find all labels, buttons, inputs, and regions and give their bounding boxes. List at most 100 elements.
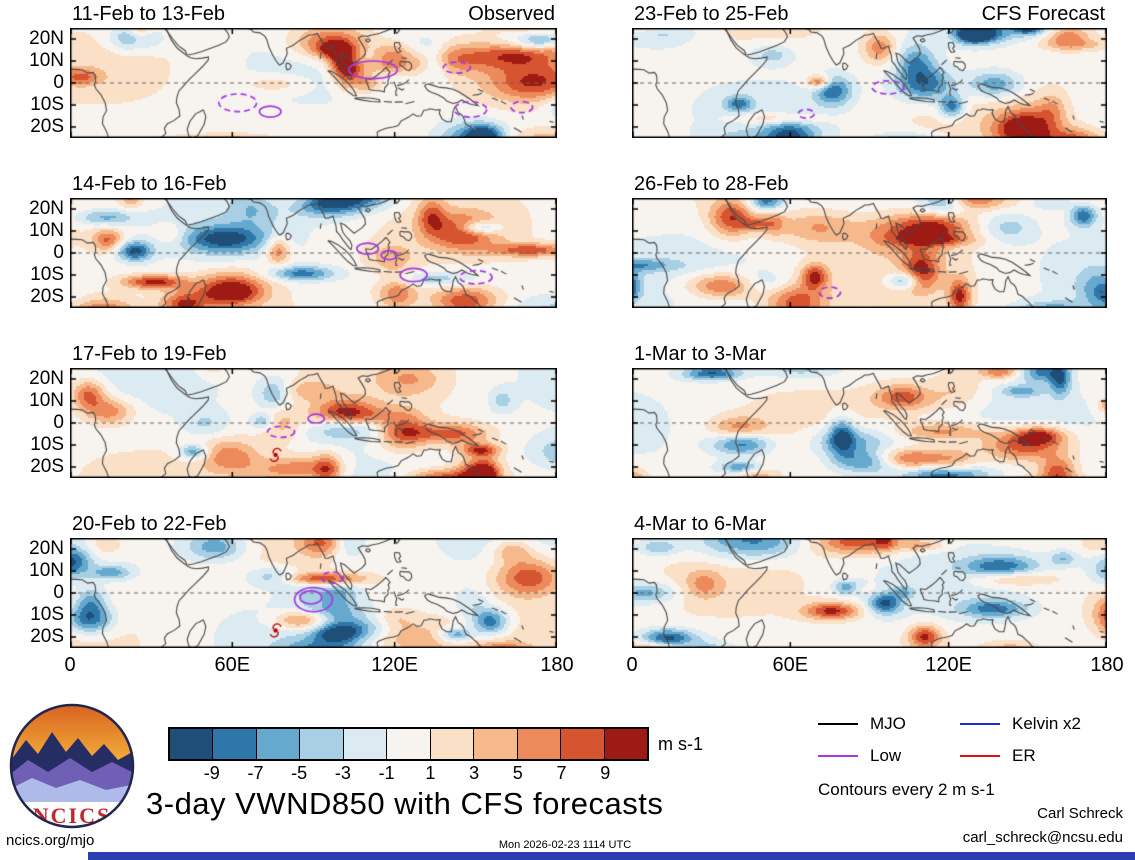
colorbar-tick-label: 9 <box>600 763 611 783</box>
lon-tick-label: 180 <box>540 654 574 676</box>
lat-tick-label: 10S <box>30 264 64 285</box>
legend-label: MJO <box>870 714 906 733</box>
lon-tick-label: 120E <box>371 654 419 676</box>
legend-line-swatch <box>818 723 858 725</box>
panel-title: 11-Feb to 13-Feb <box>72 3 226 25</box>
panel-title: 4-Mar to 6-Mar <box>634 513 767 535</box>
map-canvas <box>632 368 1107 478</box>
map-panel: 20-Feb to 22-Feb 20N 10N 0 10S 20S <box>29 513 557 648</box>
lat-tick-label: 0 <box>53 412 64 433</box>
legend-item: Low <box>818 746 901 766</box>
colorbar-cell <box>386 729 430 759</box>
legend-item: ER <box>960 746 1036 766</box>
lat-tick-label: 20S <box>30 116 64 137</box>
colorbar-cell <box>342 729 387 759</box>
ncics-logo-svg: NCICS <box>9 703 135 829</box>
column-label: Observed <box>468 3 555 25</box>
colorbar-tick-label: -7 <box>247 763 264 783</box>
lat-tick-label: 0 <box>53 72 64 93</box>
credit-name: Carl Schreck <box>1037 805 1123 822</box>
figure-title: 3-day VWND850 with CFS forecasts <box>146 786 664 821</box>
map-panel: 11-Feb to 13-Feb Observed 20N 10N 0 10S 20S <box>29 3 557 138</box>
site-url: ncics.org/mjo <box>6 832 95 849</box>
colorbar-cell <box>603 729 647 759</box>
map-canvas <box>632 28 1107 138</box>
lat-tick-label: 20N <box>29 538 64 559</box>
lon-tick-label: 60E <box>772 654 809 676</box>
map-canvas <box>70 198 557 308</box>
lat-tick-label: 20N <box>29 198 64 219</box>
lat-tick-label: 20N <box>29 28 64 49</box>
map-panel: 14-Feb to 16-Feb 20N 10N 0 10S 20S <box>29 173 557 308</box>
contour-interval-note: Contours every 2 m s-1 <box>818 780 995 799</box>
colorbar-tick-label: -3 <box>334 763 351 783</box>
colorbar-cell <box>516 729 561 759</box>
colorbar-tick-label: -5 <box>291 763 308 783</box>
colorbar-cell <box>429 729 474 759</box>
panel-title: 17-Feb to 19-Feb <box>72 343 227 365</box>
legend-label: Kelvin x2 <box>1012 714 1081 733</box>
map-panel: 17-Feb to 19-Feb 20N 10N 0 10S 20S <box>29 343 557 478</box>
generation-timestamp: Mon 2026-02-23 1114 UTC <box>498 839 632 851</box>
colorbar-tick-label: 3 <box>469 763 480 783</box>
colorbar-tick-label: -1 <box>378 763 395 783</box>
colorbar-tick-label: -9 <box>203 763 220 783</box>
lat-tick-label: 20S <box>30 626 64 647</box>
logo-ring <box>9 703 135 829</box>
map-panel: 23-Feb to 25-Feb CFS Forecast <box>632 3 1107 138</box>
colorbar <box>168 727 649 761</box>
colorbar-unit-label: m s-1 <box>658 734 703 754</box>
lat-tick-label: 20S <box>30 456 64 477</box>
legend-label: Low <box>870 746 902 765</box>
legend-line-swatch <box>960 723 1000 725</box>
lat-tick-label: 20S <box>30 286 64 307</box>
colorbar-cell <box>212 729 256 759</box>
map-canvas <box>70 538 557 648</box>
legend-item: MJO <box>818 714 906 734</box>
lon-tick-label: 0 <box>626 654 638 676</box>
map-panel: 4-Mar to 6-Mar <box>632 513 1107 648</box>
lat-tick-label: 20N <box>29 368 64 389</box>
panel-title: 1-Mar to 3-Mar <box>634 343 767 365</box>
lat-tick-label: 10N <box>29 50 64 71</box>
map-panel: 1-Mar to 3-Mar <box>632 343 1107 478</box>
map-panel: 26-Feb to 28-Feb <box>632 173 1107 308</box>
panel-title: 23-Feb to 25-Feb <box>634 3 789 25</box>
column-label: CFS Forecast <box>981 3 1105 25</box>
logo-mountains-front <box>11 778 133 806</box>
lat-tick-label: 10S <box>30 604 64 625</box>
ncics-logo: NCICS <box>8 702 136 830</box>
lat-tick-label: 0 <box>53 582 64 603</box>
lon-tick-label: 0 <box>64 654 76 676</box>
colorbar-tick-label: 7 <box>556 763 567 783</box>
contour-legend: MJO Low Kelvin x2 ER <box>810 704 1130 774</box>
lat-tick-label: 10N <box>29 220 64 241</box>
legend-item: Kelvin x2 <box>960 714 1081 734</box>
bottom-accent-bar <box>88 852 1135 860</box>
colorbar-tick-label: 5 <box>512 763 523 783</box>
map-canvas <box>632 538 1107 648</box>
lat-tick-label: 10S <box>30 434 64 455</box>
panel-title: 14-Feb to 16-Feb <box>72 173 227 195</box>
map-canvas <box>632 198 1107 308</box>
colorbar-cell <box>299 729 343 759</box>
legend-line-swatch <box>818 755 858 757</box>
lat-tick-label: 10S <box>30 94 64 115</box>
lon-tick-label: 120E <box>925 654 973 676</box>
colorbar-cell <box>473 729 517 759</box>
colorbar-cell <box>170 729 213 759</box>
lat-tick-label: 10N <box>29 560 64 581</box>
lon-tick-label: 60E <box>214 654 251 676</box>
colorbar-tick-labels: -9 -7 -5 -3 -1 1 3 5 7 9 <box>168 763 649 785</box>
panel-title: 26-Feb to 28-Feb <box>634 173 789 195</box>
legend-label: ER <box>1012 746 1036 765</box>
colorbar-cell <box>560 729 604 759</box>
panel-title: 20-Feb to 22-Feb <box>72 513 227 535</box>
logo-wordmark: NCICS <box>33 803 111 828</box>
lon-tick-label: 180 <box>1090 654 1124 676</box>
colorbar-cell <box>255 729 300 759</box>
credit-email: carl_schreck@ncsu.edu <box>962 829 1123 846</box>
map-canvas <box>70 368 557 478</box>
colorbar-tick-label: 1 <box>425 763 436 783</box>
